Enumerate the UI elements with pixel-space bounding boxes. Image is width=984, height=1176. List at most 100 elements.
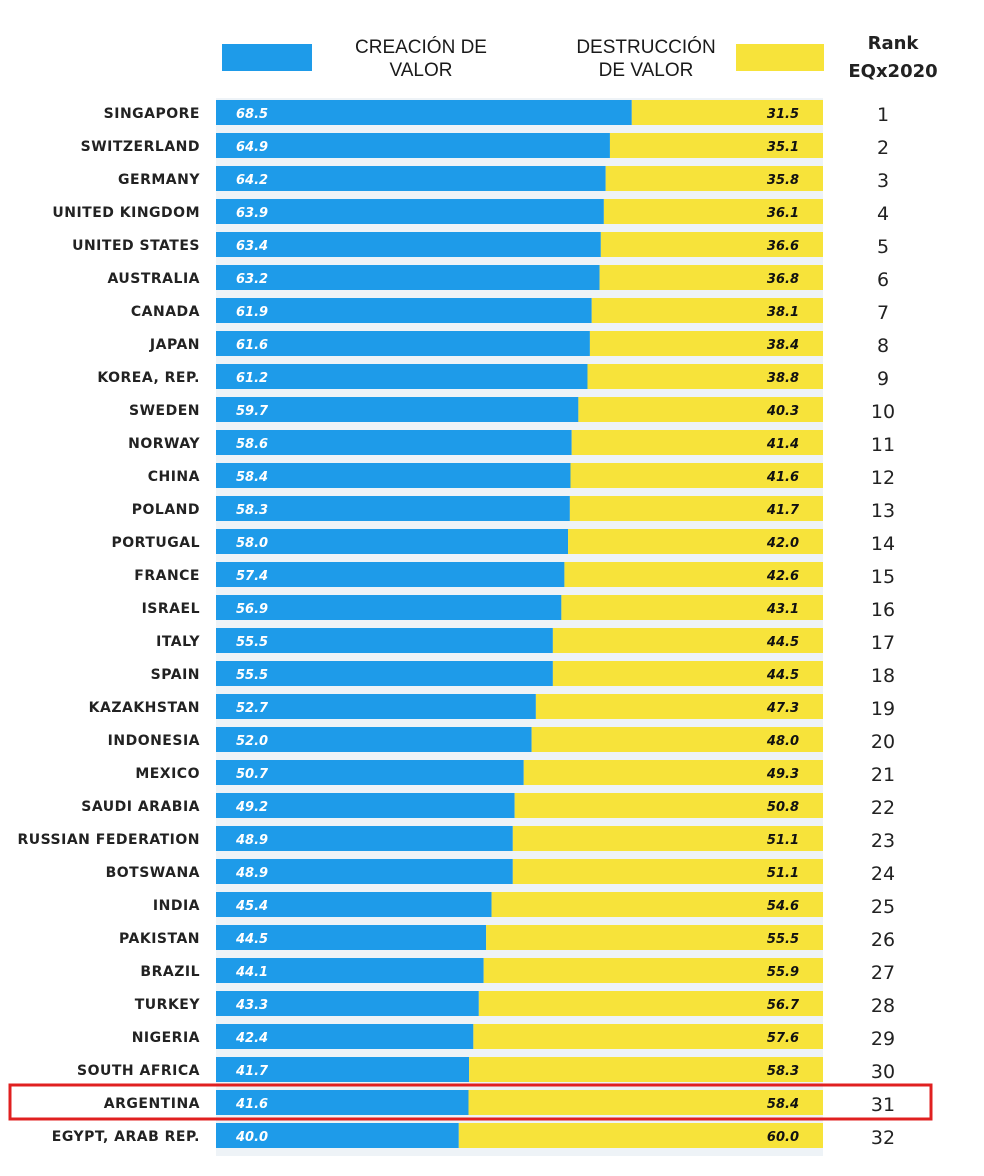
- bar-creation: [216, 1123, 459, 1148]
- creation-value-label: 52.7: [236, 701, 269, 716]
- bar-creation: [216, 529, 569, 554]
- creation-value-label: 44.1: [235, 965, 268, 980]
- country-label: SWEDEN: [129, 403, 200, 419]
- destruction-value-label: 36.6: [767, 239, 799, 254]
- bar-creation: [216, 958, 484, 983]
- destruction-value-label: 43.1: [766, 602, 799, 617]
- country-label: RUSSIAN FEDERATION: [17, 832, 200, 848]
- destruction-value-label: 50.8: [767, 800, 799, 815]
- country-label: FRANCE: [134, 568, 200, 584]
- bar-destruction: [531, 727, 823, 752]
- country-label: MEXICO: [135, 766, 200, 782]
- rank-value: 4: [877, 203, 889, 225]
- rank-value: 8: [877, 335, 889, 357]
- destruction-value-label: 42.0: [766, 536, 799, 551]
- destruction-value-label: 35.8: [767, 173, 799, 188]
- bar-destruction: [609, 133, 823, 158]
- country-label: ITALY: [156, 634, 200, 650]
- bar-creation: [216, 133, 610, 158]
- country-label: SINGAPORE: [104, 106, 200, 122]
- destruction-value-label: 55.5: [767, 932, 799, 947]
- bar-destruction: [552, 628, 823, 653]
- creation-value-label: 64.9: [236, 140, 268, 155]
- country-label: NORWAY: [128, 436, 200, 452]
- country-label: SPAIN: [151, 667, 200, 683]
- creation-value-label: 61.2: [236, 371, 268, 386]
- rank-value: 9: [877, 368, 889, 390]
- bar-creation: [216, 100, 632, 125]
- creation-value-label: 59.7: [236, 404, 269, 419]
- destruction-value-label: 38.1: [767, 305, 799, 320]
- country-label: BRAZIL: [140, 964, 200, 980]
- creation-value-label: 58.4: [236, 470, 268, 485]
- destruction-value-label: 48.0: [766, 734, 799, 749]
- destruction-value-label: 55.9: [767, 965, 799, 980]
- bar-destruction: [552, 661, 823, 686]
- creation-value-label: 43.3: [235, 998, 268, 1013]
- rank-value: 27: [871, 962, 895, 984]
- country-label: INDIA: [153, 898, 200, 914]
- rank-value: 11: [871, 434, 895, 456]
- country-label: AUSTRALIA: [108, 271, 201, 287]
- bar-destruction: [631, 100, 823, 125]
- rank-value: 24: [871, 863, 895, 885]
- rank-header-line1: Rank: [867, 33, 919, 54]
- creation-value-label: 58.3: [236, 503, 268, 518]
- country-label: SWITZERLAND: [81, 139, 200, 155]
- country-label: PORTUGAL: [112, 535, 200, 551]
- rank-value: 15: [871, 566, 895, 588]
- bar-creation: [216, 463, 571, 488]
- destruction-value-label: 31.5: [767, 107, 799, 122]
- rank-value: 16: [871, 599, 895, 621]
- creation-value-label: 48.9: [235, 833, 268, 848]
- creation-value-label: 52.0: [236, 734, 268, 749]
- creation-value-label: 57.4: [236, 569, 268, 584]
- bar-creation: [216, 397, 579, 422]
- creation-value-label: 55.5: [236, 668, 268, 683]
- creation-value-label: 44.5: [235, 932, 268, 947]
- bar-creation: [216, 166, 606, 191]
- creation-value-label: 40.0: [235, 1130, 268, 1145]
- creation-value-label: 56.9: [236, 602, 268, 617]
- rank-value: 3: [877, 170, 889, 192]
- country-label: EGYPT, ARAB REP.: [52, 1129, 200, 1145]
- destruction-value-label: 41.4: [766, 437, 799, 452]
- country-label: SAUDI ARABIA: [81, 799, 200, 815]
- bar-creation: [216, 298, 592, 323]
- creation-value-label: 63.4: [236, 239, 268, 254]
- country-label: ISRAEL: [142, 601, 200, 617]
- bar-destruction: [523, 760, 823, 785]
- rank-value: 7: [877, 302, 889, 324]
- destruction-value-label: 38.8: [767, 371, 799, 386]
- country-label: KAZAKHSTAN: [89, 700, 200, 716]
- bar-destruction: [570, 463, 823, 488]
- rank-value: 30: [871, 1061, 895, 1083]
- country-label: CANADA: [131, 304, 200, 320]
- bar-destruction: [486, 925, 823, 950]
- country-label: SOUTH AFRICA: [77, 1063, 200, 1079]
- bar-destruction: [569, 496, 823, 521]
- destruction-value-label: 60.0: [767, 1130, 799, 1145]
- creation-value-label: 50.7: [236, 767, 269, 782]
- destruction-value-label: 51.1: [767, 833, 799, 848]
- bar-destruction: [589, 331, 823, 356]
- destruction-value-label: 44.5: [766, 668, 799, 683]
- rank-value: 26: [871, 929, 895, 951]
- rank-value: 31: [871, 1094, 895, 1116]
- creation-value-label: 58.0: [236, 536, 268, 551]
- bar-creation: [216, 1090, 469, 1115]
- destruction-value-label: 44.5: [766, 635, 799, 650]
- bar-destruction: [483, 958, 823, 983]
- destruction-value-label: 56.7: [767, 998, 800, 1013]
- bar-creation: [216, 694, 536, 719]
- rank-value: 23: [871, 830, 895, 852]
- creation-value-label: 45.4: [235, 899, 268, 914]
- rank-value: 29: [871, 1028, 895, 1050]
- bar-creation: [216, 925, 487, 950]
- bar-creation: [216, 1057, 470, 1082]
- country-label: INDONESIA: [108, 733, 200, 749]
- bar-creation: [216, 826, 513, 851]
- creation-value-label: 48.9: [235, 866, 268, 881]
- bar-creation: [216, 595, 562, 620]
